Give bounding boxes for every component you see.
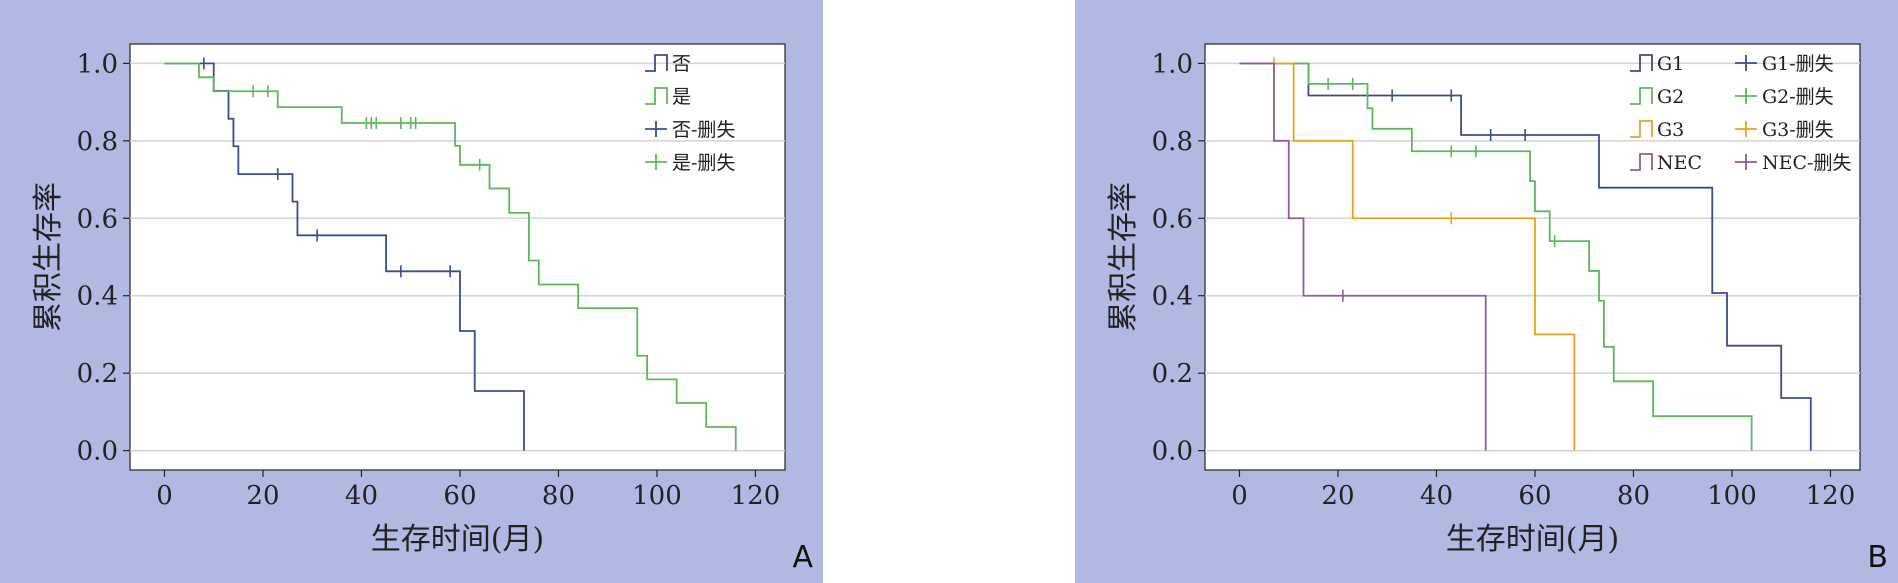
- legend-label-1: G1-删失: [1762, 53, 1834, 75]
- kaplan-meier-chart-b: 0.0 0.2 0.4 0.6 0.8 1.0 0 20 40 60 80 100 120 生存时间(月)…: [1106, 43, 1861, 557]
- survival-curve-NEC: [1239, 62, 1487, 451]
- legend-item-4: G3: [1630, 119, 1684, 141]
- panel-label-a: A: [792, 540, 813, 575]
- legend-label-3: 是-删失: [672, 152, 735, 174]
- x-axis-label: 生存时间(月): [1446, 522, 1619, 557]
- x-tick-label-5: 100: [632, 481, 682, 511]
- chart-panel-b: 0.0 0.2 0.4 0.6 0.8 1.0 0 20 40 60 80 100 120 生存时间(月)…: [1075, 0, 1898, 583]
- legend-label-5: G3-删失: [1762, 119, 1834, 141]
- legend-item-2: G2: [1630, 86, 1684, 108]
- survival-curve-G1: [1239, 62, 1812, 451]
- y-tick-label-4: 0.8: [77, 127, 118, 157]
- legend-item-1: 是: [645, 86, 691, 108]
- x-tick-label-5: 100: [1707, 481, 1757, 511]
- x-tick-label-3: 60: [443, 481, 476, 511]
- y-axis-label: 累积生存率: [31, 182, 66, 332]
- legend-item-5: G3-删失: [1735, 119, 1834, 141]
- y-tick-label-1: 0.2: [77, 359, 118, 389]
- kaplan-meier-chart-a: 0.0 0.2 0.4 0.6 0.8 1.0 0 20 40 60 80 100 120 生存时间(月)…: [31, 43, 786, 557]
- legend-item-0: 否: [645, 53, 691, 75]
- legend-item-3: 是-删失: [645, 152, 735, 174]
- legend-item-7: NEC-删失: [1735, 152, 1851, 174]
- y-tick-label-2: 0.4: [1152, 282, 1193, 312]
- chart-panel-a: 0.0 0.2 0.4 0.6 0.8 1.0 0 20 40 60 80 100 120 生存时间(月)…: [0, 0, 823, 583]
- legend-swatch-1: [645, 87, 668, 105]
- y-tick-label-1: 0.2: [1152, 359, 1193, 389]
- legend-label-1: 是: [672, 86, 691, 108]
- panel-label-b: B: [1867, 540, 1888, 575]
- legend-label-7: NEC-删失: [1762, 152, 1851, 174]
- x-tick-label-6: 120: [1806, 481, 1856, 511]
- legend-item-6: NEC: [1630, 152, 1702, 174]
- survival-curve-否: [164, 62, 525, 451]
- x-tick-label-4: 80: [542, 481, 575, 511]
- y-tick-label-5: 1.0: [77, 49, 118, 79]
- y-tick-label-4: 0.8: [1152, 127, 1193, 157]
- x-tick-label-1: 20: [246, 481, 279, 511]
- legend-swatch-4: [1630, 120, 1653, 138]
- legend-swatch-2: [1630, 87, 1653, 105]
- x-tick-label-0: 0: [1231, 481, 1248, 511]
- legend-swatch-0: [645, 54, 668, 72]
- y-axis-label: 累积生存率: [1106, 182, 1141, 332]
- x-axis-label: 生存时间(月): [371, 522, 544, 557]
- legend-label-3: G2-删失: [1762, 86, 1834, 108]
- x-tick-label-2: 40: [345, 481, 378, 511]
- legend-swatch-6: [1630, 153, 1653, 171]
- x-tick-label-2: 40: [1420, 481, 1453, 511]
- y-tick-label-0: 0.0: [1152, 437, 1193, 467]
- x-tick-label-4: 80: [1617, 481, 1650, 511]
- legend-item-3: G2-删失: [1735, 86, 1834, 108]
- legend-label-0: G1: [1657, 53, 1684, 75]
- legend-item-0: G1: [1630, 53, 1684, 75]
- y-tick-label-0: 0.0: [77, 437, 118, 467]
- plot-area: [1204, 43, 1861, 471]
- x-tick-label-1: 20: [1321, 481, 1354, 511]
- legend-label-2: 否-删失: [672, 119, 735, 141]
- legend-label-2: G2: [1657, 86, 1684, 108]
- survival-curve-G3: [1239, 62, 1576, 451]
- y-tick-label-5: 1.0: [1152, 49, 1193, 79]
- legend-label-4: G3: [1657, 119, 1684, 141]
- legend-label-0: 否: [672, 53, 691, 75]
- legend-label-6: NEC: [1657, 152, 1702, 174]
- survival-curve-是: [164, 62, 737, 451]
- x-tick-label-0: 0: [156, 481, 173, 511]
- y-tick-label-2: 0.4: [77, 282, 118, 312]
- legend-item-2: 否-删失: [645, 119, 735, 141]
- y-tick-label-3: 0.6: [77, 204, 118, 234]
- survival-curve-G2: [1239, 62, 1753, 451]
- legend-swatch-0: [1630, 54, 1653, 72]
- x-tick-label-6: 120: [731, 481, 781, 511]
- x-tick-label-3: 60: [1518, 481, 1551, 511]
- legend-item-1: G1-删失: [1735, 53, 1834, 75]
- y-tick-label-3: 0.6: [1152, 204, 1193, 234]
